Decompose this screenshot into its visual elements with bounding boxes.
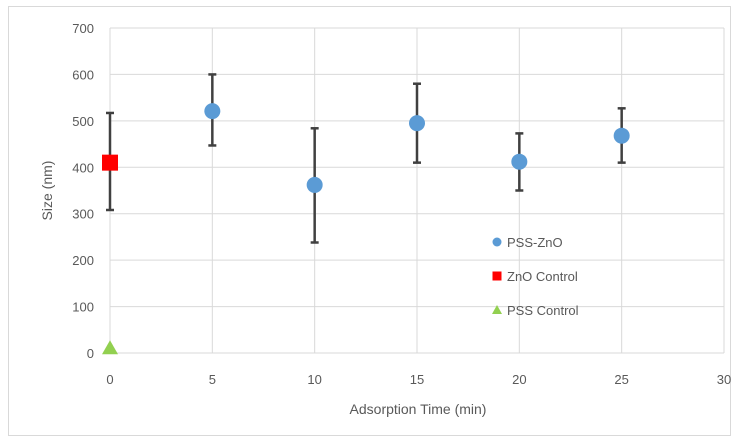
y-tick-label: 700 — [72, 21, 94, 36]
legend-marker-triangle — [492, 305, 502, 314]
x-tick-label: 20 — [512, 372, 526, 387]
data-point-square — [102, 154, 118, 171]
x-tick-label: 15 — [410, 372, 424, 387]
legend-label: PSS Control — [507, 303, 579, 318]
legend-marker-square — [492, 271, 502, 281]
error-bars — [106, 73, 626, 244]
x-tick-label: 30 — [717, 372, 731, 387]
tick-labels: 0 100 200 300 400 500 600 700 0 5 10 15 20 25 30 — [72, 21, 731, 387]
y-axis-title: Size (nm) — [39, 161, 55, 221]
x-tick-label: 25 — [614, 372, 628, 387]
legend-marker-circle — [492, 237, 502, 247]
data-point-circle — [409, 115, 425, 132]
data-point-circle — [204, 103, 221, 120]
data-point-circle — [511, 153, 528, 170]
y-tick-label: 100 — [72, 300, 94, 315]
y-tick-label: 0 — [87, 346, 94, 361]
data-point-circle — [306, 176, 323, 193]
legend: PSS-ZnO ZnO Control PSS Control — [492, 235, 579, 318]
data-points — [102, 103, 630, 355]
y-tick-label: 300 — [72, 207, 94, 222]
x-axis-title: Adsorption Time (min) — [350, 401, 487, 417]
legend-label: ZnO Control — [507, 269, 578, 284]
y-tick-label: 400 — [72, 160, 94, 175]
x-tick-label: 10 — [307, 372, 321, 387]
x-tick-label: 0 — [106, 372, 113, 387]
gridlines — [109, 27, 725, 354]
legend-label: PSS-ZnO — [507, 235, 563, 250]
y-tick-label: 500 — [72, 114, 94, 129]
data-point-circle — [613, 127, 630, 144]
x-tick-label: 5 — [209, 372, 216, 387]
y-tick-label: 200 — [72, 253, 94, 268]
data-point-triangle — [102, 340, 118, 355]
y-tick-label: 600 — [72, 67, 94, 82]
chart-frame — [8, 6, 731, 436]
